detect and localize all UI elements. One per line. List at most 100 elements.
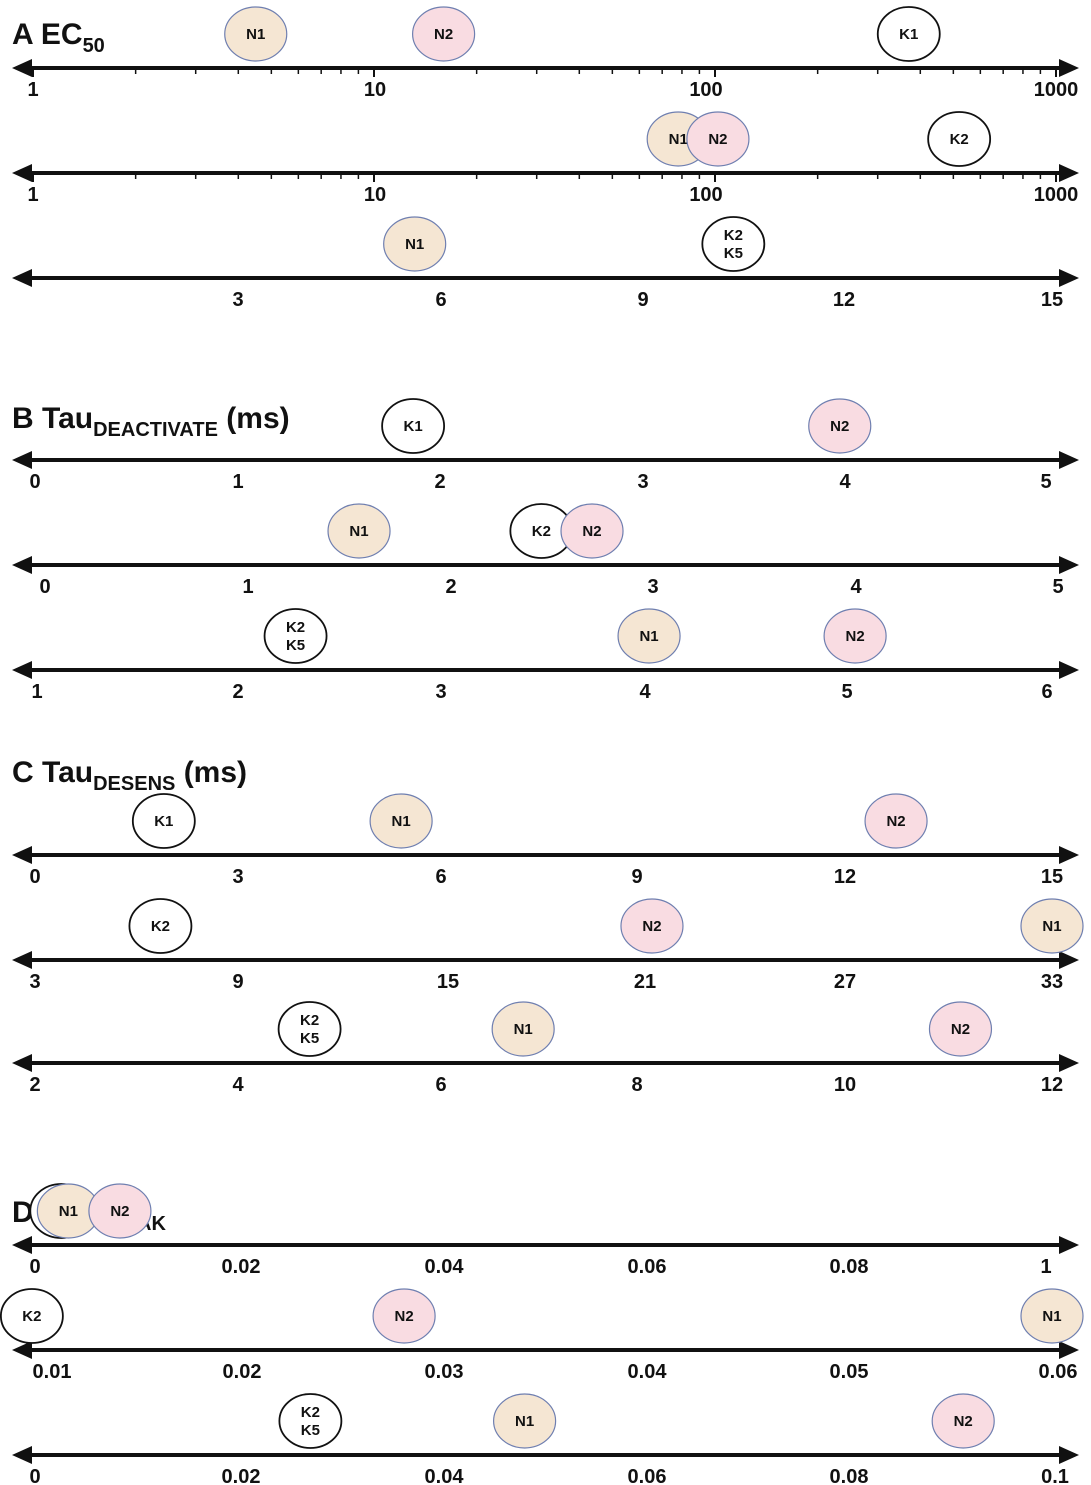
marker-n2: N2 — [620, 898, 684, 954]
marker-ellipse — [864, 793, 928, 849]
tick-label: 0 — [39, 576, 50, 598]
marker-ellipse — [808, 398, 872, 454]
marker-n1: N1 — [224, 6, 288, 62]
marker-label: K1 — [154, 813, 173, 830]
marker-label: N1 — [1042, 1308, 1061, 1325]
panel-title-part: DESENS — [93, 773, 175, 795]
marker-ellipse — [327, 503, 391, 559]
marker-n1: N1 — [369, 793, 433, 849]
axis-row: 0.01 0.02 0.03 0.04 0.05 0.06 K2 N2 N1 — [0, 1288, 1084, 1383]
tick-label: 27 — [834, 971, 856, 993]
tick-label: 0 — [29, 1466, 40, 1485]
marker-label: N1 — [59, 1203, 78, 1220]
tick-label: 33 — [1041, 971, 1063, 993]
marker-ellipse — [372, 1288, 436, 1344]
tick-label: 9 — [232, 971, 243, 993]
marker-label: K2 — [151, 918, 170, 935]
panel-title-part: (ms) — [218, 402, 290, 435]
marker-label: N2 — [886, 813, 905, 830]
tick-label: 9 — [637, 289, 648, 311]
axis-arrow-left — [12, 164, 32, 182]
axis-row: 1 10 100 1000 N1 N2 K1 — [12, 6, 1079, 101]
marker-label: N2 — [642, 918, 661, 935]
marker-n2: N2 — [864, 793, 928, 849]
marker-label: N1 — [405, 236, 424, 253]
tick-label: 1 — [1040, 1256, 1051, 1278]
tick-label: 12 — [1041, 1074, 1063, 1096]
marker-label: N2 — [830, 418, 849, 435]
tick-label: 4 — [850, 576, 862, 598]
marker-label: K2 — [532, 523, 551, 540]
marker-label: K5 — [286, 637, 305, 654]
panel-title-C: C TauDESENS (ms) — [12, 756, 247, 795]
tick-label: 0.08 — [830, 1466, 869, 1485]
marker-ellipse — [381, 398, 446, 454]
tick-label: 3 — [435, 681, 446, 703]
tick-label: 0.02 — [222, 1466, 261, 1485]
marker-k2: K2 — [927, 111, 992, 167]
panel-title-part: C Tau — [12, 756, 93, 789]
marker-n2: N2 — [412, 6, 476, 62]
tick-label: 3 — [29, 971, 40, 993]
marker-ellipse — [278, 1393, 343, 1449]
marker-ellipse — [263, 608, 328, 664]
marker-n2: N2 — [560, 503, 624, 559]
marker-ellipse — [876, 6, 941, 62]
marker-ellipse — [0, 1288, 64, 1344]
axis-row: 00.020.040.060.081K1N1N2 — [12, 1183, 1079, 1278]
tick-label: 0.06 — [628, 1466, 667, 1485]
axis-arrow-right — [1059, 1341, 1079, 1359]
axis-row: 0 1 2 3 4 5 N1 K2 N2 — [12, 503, 1079, 598]
marker-label: N2 — [395, 1308, 414, 1325]
marker-label: K2 — [724, 227, 743, 244]
marker-ellipse — [383, 216, 447, 272]
marker-k2: K2 — [0, 1288, 64, 1344]
tick-label: 4 — [639, 681, 651, 703]
tick-label: 0 — [29, 1256, 40, 1278]
marker-ellipse — [686, 111, 750, 167]
marker-label: N1 — [246, 26, 265, 43]
axis-arrow-left — [12, 1446, 32, 1464]
tick-label: 12 — [833, 289, 855, 311]
tick-label: 0.05 — [830, 1361, 869, 1383]
marker-n2: N2 — [88, 1183, 152, 1239]
marker-label: N1 — [514, 1021, 533, 1038]
marker-label: K2 — [22, 1308, 41, 1325]
tick-label: 3 — [637, 471, 648, 493]
marker-ellipse — [88, 1183, 152, 1239]
marker-label: K5 — [724, 245, 743, 262]
marker-ellipse — [277, 1001, 342, 1057]
marker-ellipse — [412, 6, 476, 62]
marker-ellipse — [1020, 1288, 1084, 1344]
axis-arrow-right — [1059, 556, 1079, 574]
marker-n2: N2 — [686, 111, 750, 167]
marker-label: K2 — [286, 619, 305, 636]
marker-label: K5 — [301, 1422, 320, 1439]
tick-label: 0.08 — [830, 1256, 869, 1278]
tick-label: 2 — [445, 576, 456, 598]
marker-n2: N2 — [931, 1393, 995, 1449]
tick-label: 0.02 — [222, 1256, 261, 1278]
panel-title-part: DEACTIVATE — [93, 419, 218, 441]
marker-label: N2 — [954, 1413, 973, 1430]
tick-label: 0.03 — [425, 1361, 464, 1383]
marker-ellipse — [928, 1001, 993, 1057]
panel-title-part: 50 — [83, 35, 105, 57]
marker-n2: N2 — [808, 398, 872, 454]
tick-label: 5 — [1052, 576, 1063, 598]
tick-label: 6 — [1041, 681, 1052, 703]
marker-label: K5 — [300, 1030, 319, 1047]
tick-label: 0.04 — [425, 1256, 465, 1278]
marker-n1: N1 — [617, 608, 681, 664]
tick-label: 0.06 — [1039, 1361, 1078, 1383]
axis-arrow-right — [1059, 661, 1079, 679]
axis-arrow-left — [12, 451, 32, 469]
marker-ellipse — [823, 608, 887, 664]
axis-arrow-left — [12, 1341, 32, 1359]
tick-label: 9 — [631, 866, 642, 888]
